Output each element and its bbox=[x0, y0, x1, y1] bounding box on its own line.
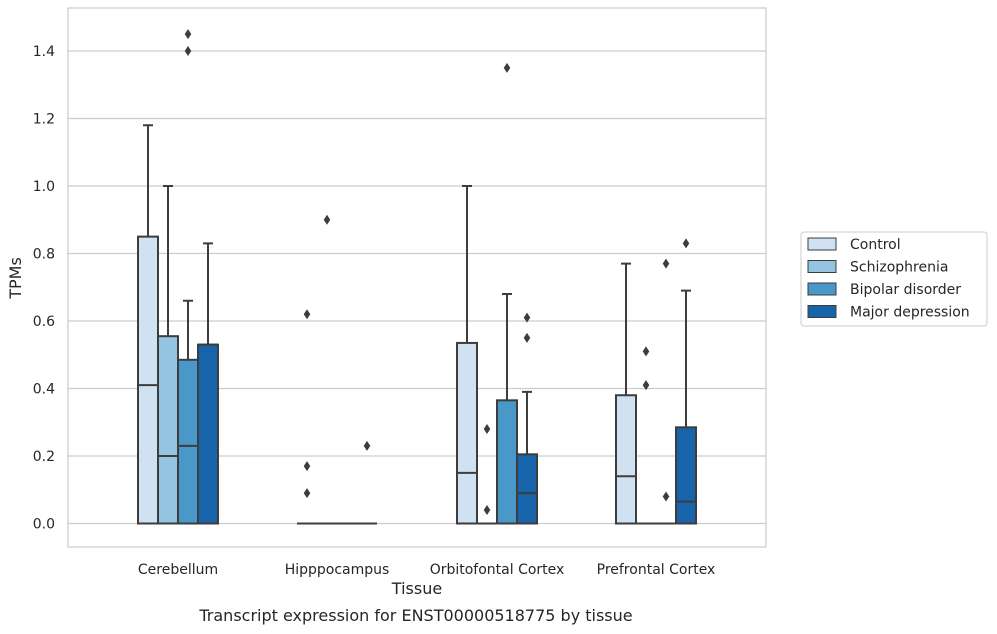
x-tick-label: Prefrontal Cortex bbox=[597, 562, 716, 578]
legend-swatch bbox=[807, 282, 837, 296]
y-tick-label: 1.2 bbox=[33, 112, 55, 128]
legend-label: Schizophrenia bbox=[850, 260, 948, 276]
outlier-point bbox=[523, 332, 531, 343]
outlier-point bbox=[642, 380, 650, 391]
box bbox=[177, 358, 199, 525]
outlier-point bbox=[483, 424, 491, 434]
series-schizophrenia bbox=[157, 185, 656, 525]
box bbox=[516, 453, 538, 525]
box bbox=[675, 426, 697, 525]
outlier-point bbox=[523, 312, 531, 323]
x-tick-label: Hipppocampus bbox=[285, 562, 390, 578]
y-tick-label: 0.6 bbox=[33, 314, 55, 330]
outlier-point bbox=[323, 214, 331, 225]
x-axis-label: Tissue bbox=[391, 579, 442, 598]
outlier-point bbox=[662, 491, 670, 502]
legend: Control Schizophrenia Bipolar disorder Majo… bbox=[800, 231, 988, 327]
series-major-depression bbox=[197, 238, 697, 525]
x-tick-label: Orbitofontal Cortex bbox=[430, 562, 565, 578]
y-tick-labels: 0.0 0.2 0.4 0.6 0.8 1.0 1.2 1.4 bbox=[33, 44, 55, 533]
y-tick-label: 0.8 bbox=[33, 247, 55, 263]
box bbox=[197, 343, 219, 525]
legend-label: Major depression bbox=[850, 305, 970, 321]
box bbox=[496, 399, 518, 525]
y-tick-label: 0.2 bbox=[33, 449, 55, 465]
box bbox=[615, 394, 637, 525]
box bbox=[157, 335, 179, 525]
legend-swatch bbox=[807, 305, 837, 318]
x-tick-labels: Cerebellum Hipppocampus Orbitofontal Corte… bbox=[138, 562, 715, 578]
series-control bbox=[137, 124, 637, 525]
outlier-point bbox=[303, 309, 311, 320]
x-tick-label: Cerebellum bbox=[138, 562, 218, 578]
outlier-point bbox=[303, 488, 311, 499]
y-axis-label: TPMs bbox=[6, 257, 25, 300]
legend-label: Bipolar disorder bbox=[850, 282, 961, 298]
outlier-point bbox=[184, 29, 192, 40]
series-bipolar-disorder bbox=[177, 29, 676, 525]
y-tick-label: 1.4 bbox=[33, 44, 55, 60]
plot-frame bbox=[67, 7, 767, 548]
legend-frame bbox=[800, 231, 988, 327]
y-tick-label: 0.4 bbox=[33, 382, 55, 398]
legend-label: Control bbox=[850, 237, 901, 253]
legend-swatch bbox=[807, 237, 837, 251]
outlier-point bbox=[184, 46, 192, 56]
boxplot-series bbox=[137, 29, 697, 525]
outlier-point bbox=[363, 440, 371, 451]
figure-caption: Transcript expression for ENST0000051877… bbox=[199, 606, 633, 625]
outlier-point bbox=[642, 346, 650, 357]
outlier-point bbox=[483, 505, 491, 515]
outlier-point bbox=[662, 258, 670, 269]
outlier-point bbox=[503, 62, 511, 73]
outlier-point bbox=[303, 461, 311, 472]
outlier-point bbox=[682, 238, 690, 249]
legend-swatch bbox=[807, 260, 837, 273]
y-tick-label: 1.0 bbox=[33, 179, 55, 195]
y-tick-label: 0.0 bbox=[33, 517, 55, 533]
box bbox=[456, 341, 478, 525]
box bbox=[137, 235, 159, 525]
